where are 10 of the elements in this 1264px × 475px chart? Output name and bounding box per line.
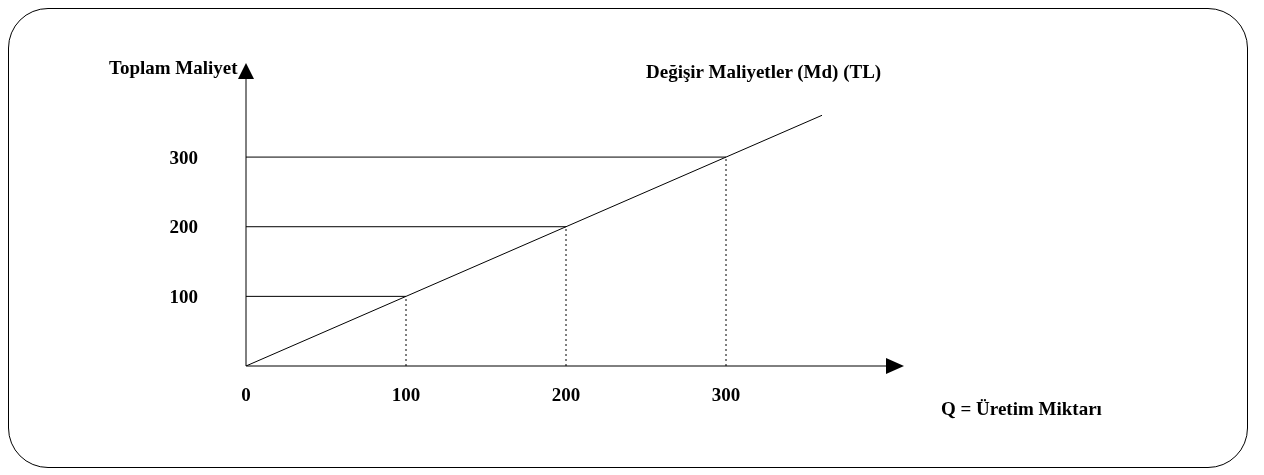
x-tick-label: 300 — [711, 384, 741, 406]
y-tick-label: 100 — [169, 286, 198, 308]
x-axis-title: Q = Üretim Miktarı — [941, 398, 1102, 420]
x-tick-label: 0 — [241, 384, 251, 406]
text: Değişir Maliyetler (Md) (TL) — [646, 61, 882, 83]
y-tick-label: 200 — [169, 216, 198, 238]
x-tick-label: 100 — [391, 384, 421, 406]
x-tick-label: 200 — [551, 384, 581, 406]
y-axis-title: Toplam Maliyet — [109, 57, 238, 79]
y-tick-label: 300 — [169, 146, 198, 168]
